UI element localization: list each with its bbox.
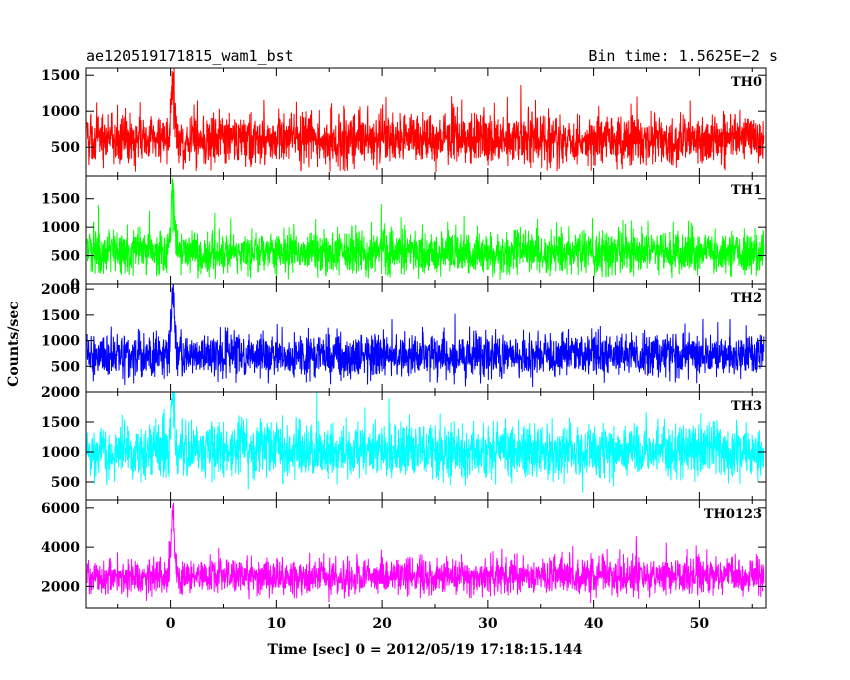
x-tick-label: 10 bbox=[267, 616, 287, 632]
y-tick-label: 500 bbox=[51, 249, 80, 265]
series-line-th3 bbox=[86, 392, 765, 493]
series-line-th0123 bbox=[86, 502, 765, 604]
y-axis-label: Counts/sec bbox=[6, 301, 22, 387]
y-tick-label: 2000 bbox=[41, 579, 80, 595]
y-tick-label: 1500 bbox=[41, 308, 80, 324]
y-tick-label: 500 bbox=[51, 475, 80, 491]
panel-label-th2: TH2 bbox=[731, 291, 762, 306]
x-axis-label: Time [sec] 0 = 2012/05/19 17:18:15.144 bbox=[268, 642, 583, 658]
panel-label-th3: TH3 bbox=[731, 399, 762, 414]
x-tick-label: 20 bbox=[372, 616, 392, 632]
y-tick-label: 1000 bbox=[41, 104, 80, 120]
panel-label-th0: TH0 bbox=[731, 75, 762, 90]
y-tick-label: 1000 bbox=[41, 334, 80, 350]
y-tick-label: 1000 bbox=[41, 445, 80, 461]
y-tick-label: 500 bbox=[51, 140, 80, 156]
panel-frame-th2 bbox=[85, 283, 767, 393]
y-tick-label: 0 bbox=[70, 277, 80, 293]
panel-label-th0123: TH0123 bbox=[704, 507, 762, 522]
y-tick-label: 1000 bbox=[41, 220, 80, 236]
y-tick-label: 1500 bbox=[41, 192, 80, 208]
series-line-th1 bbox=[86, 178, 765, 281]
x-tick-label: 50 bbox=[690, 616, 710, 632]
x-tick-label: 0 bbox=[166, 616, 176, 632]
x-tick-label: 30 bbox=[478, 616, 498, 632]
series-line-th0 bbox=[86, 68, 765, 172]
y-tick-label: 1500 bbox=[41, 68, 80, 84]
panel-frame-th0123 bbox=[85, 499, 767, 609]
y-tick-label: 2000 bbox=[41, 385, 80, 401]
header-left-title: ae120519171815_wam1_bst bbox=[86, 47, 294, 65]
series-line-th2 bbox=[86, 284, 765, 388]
panel-label-th1: TH1 bbox=[731, 183, 762, 198]
x-tick-label: 40 bbox=[584, 616, 604, 632]
y-tick-label: 0 bbox=[70, 385, 80, 401]
y-tick-label: 1500 bbox=[41, 415, 80, 431]
y-tick-label: 6000 bbox=[41, 501, 80, 517]
y-tick-label: 4000 bbox=[41, 540, 80, 556]
y-tick-label: 2000 bbox=[41, 282, 80, 298]
y-tick-label: 500 bbox=[51, 359, 80, 375]
header-right-title: Bin time: 1.5625E−2 s bbox=[588, 47, 778, 65]
